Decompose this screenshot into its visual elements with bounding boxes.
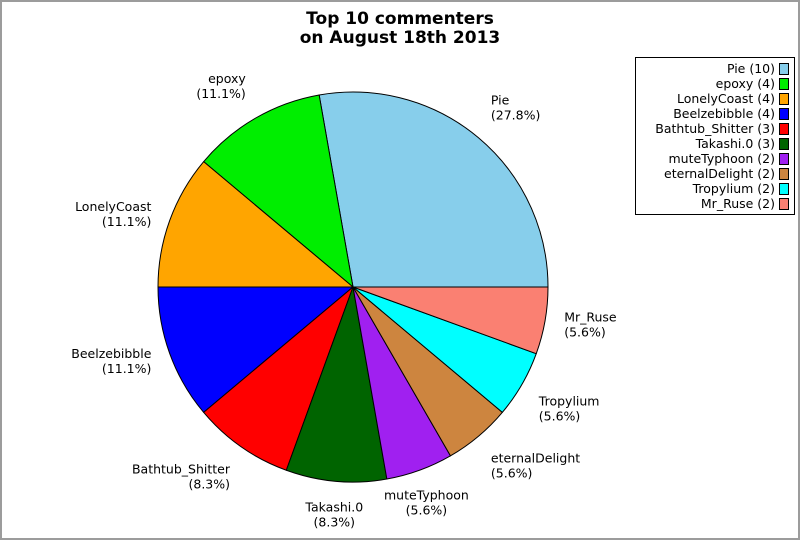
legend-swatch-epoxy [779, 77, 789, 90]
pie-slice-Pie [318, 91, 549, 288]
chart-title-line2: on August 18th 2013 [299, 28, 501, 48]
legend-swatch-eternalDelight [779, 167, 789, 180]
legend-entry-label: Beelzebibble (4) [673, 106, 775, 121]
legend-entry-Pie: Pie (10) [641, 61, 789, 76]
slice-label-Bathtub_Shitter: Bathtub_Shitter (8.3%) [132, 462, 231, 492]
pie-slice-epoxy [203, 94, 354, 288]
slice-label-Beelzebibble: Beelzebibble (11.1%) [71, 346, 151, 376]
legend-entry-epoxy: epoxy (4) [641, 76, 789, 91]
pie-slice-Bathtub_Shitter [203, 286, 354, 471]
chart-title: Top 10 commenters on August 18th 2013 [2, 10, 798, 48]
legend-entry-label: eternalDelight (2) [664, 166, 775, 181]
slice-label-LonelyCoast: LonelyCoast (11.1%) [75, 199, 151, 229]
legend-entry-Beelzebibble: Beelzebibble (4) [641, 106, 789, 121]
pie-slice-Beelzebibble [157, 286, 354, 413]
legend-entry-label: Mr_Ruse (2) [700, 196, 775, 211]
slice-label-epoxy: epoxy (11.1%) [196, 71, 246, 101]
legend-swatch-Tropylium [779, 182, 789, 195]
legend-entry-eternalDelight: eternalDelight (2) [641, 166, 789, 181]
legend-entry-label: Takashi.0 (3) [695, 136, 775, 151]
legend-entry-label: Bathtub_Shitter (3) [655, 121, 775, 136]
legend-swatch-muteTyphoon [779, 152, 789, 165]
pie-slice-Takashi.0 [285, 286, 388, 483]
legend-entry-Tropylium: Tropylium (2) [641, 181, 789, 196]
legend-entry-muteTyphoon: muteTyphoon (2) [641, 151, 789, 166]
slice-label-muteTyphoon: muteTyphoon (5.6%) [384, 488, 469, 518]
legend-swatch-Pie [779, 62, 789, 75]
legend-entry-LonelyCoast: LonelyCoast (4) [641, 91, 789, 106]
legend-entry-Bathtub_Shitter: Bathtub_Shitter (3) [641, 121, 789, 136]
legend-entry-label: Tropylium (2) [692, 181, 775, 196]
slice-label-Tropylium: Tropylium (5.6%) [538, 393, 600, 423]
legend-swatch-Mr_Ruse [779, 197, 789, 210]
legend-swatch-Takashi.0 [779, 137, 789, 150]
slice-label-Takashi.0: Takashi.0 (8.3%) [304, 500, 363, 530]
legend-entry-label: epoxy (4) [715, 76, 775, 91]
slice-label-eternalDelight: eternalDelight (5.6%) [491, 450, 580, 480]
pie-slice-Mr_Ruse [352, 286, 549, 355]
legend-swatch-LonelyCoast [779, 92, 789, 105]
legend-swatch-Bathtub_Shitter [779, 122, 789, 135]
slice-label-Mr_Ruse: Mr_Ruse (5.6%) [564, 310, 617, 340]
legend-entry-label: Pie (10) [726, 61, 775, 76]
legend-entry-Takashi.0: Takashi.0 (3) [641, 136, 789, 151]
slice-label-Pie: Pie (27.8%) [491, 93, 540, 123]
legend: Pie (10) epoxy (4) LonelyCoast (4) Beelzebi… [635, 57, 795, 215]
legend-entry-label: muteTyphoon (2) [668, 151, 775, 166]
legend-entry-Mr_Ruse: Mr_Ruse (2) [641, 196, 789, 211]
legend-entry-label: LonelyCoast (4) [676, 91, 775, 106]
chart-title-line1: Top 10 commenters [306, 9, 494, 29]
legend-swatch-Beelzebibble [779, 107, 789, 120]
pie-slice-LonelyCoast [157, 161, 354, 288]
